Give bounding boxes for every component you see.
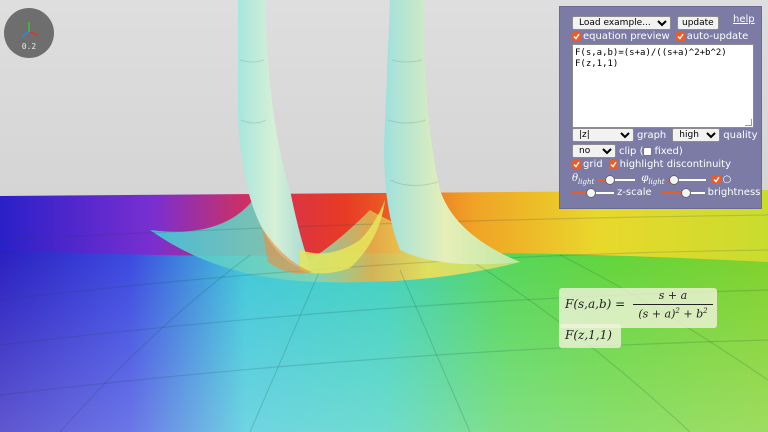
phi-light-slider[interactable]: [667, 174, 706, 185]
formula-lhs: F(s,a,b) =: [565, 297, 626, 311]
theta-light-label: θlight: [572, 173, 595, 186]
graph-select[interactable]: |z|: [572, 128, 634, 142]
axes-icon: [21, 22, 39, 37]
equation-preview-checkbox[interactable]: [572, 32, 581, 41]
highlight-discontinuity-checkbox[interactable]: [608, 160, 618, 169]
formula-numerator: s + a: [658, 289, 688, 302]
brightness-slider[interactable]: [660, 187, 705, 198]
axes-gizmo[interactable]: 0.2: [4, 8, 54, 58]
brightness-label: brightness: [707, 187, 761, 198]
function-call-preview: F(z,1,1): [559, 324, 621, 348]
graph-label: graph: [637, 129, 667, 141]
update-button[interactable]: update: [677, 16, 719, 30]
grid-checkbox[interactable]: [572, 160, 581, 169]
phi-light-label: φlight: [641, 173, 665, 186]
circle-label: ○: [722, 174, 732, 185]
code-line-2: F(z,1,1): [575, 59, 619, 69]
control-panel: Load example... update help equation pre…: [559, 6, 762, 209]
formula-denominator: (s + a)2 + b2: [638, 307, 708, 321]
equation-preview: F(s,a,b) = s + a (s + a)2 + b2: [559, 288, 717, 328]
equation-preview-label: equation preview: [583, 31, 670, 42]
zscale-slider[interactable]: [572, 187, 614, 198]
zoom-readout: 0.2: [21, 42, 37, 51]
resize-grip-icon[interactable]: [745, 119, 752, 126]
quality-label: quality: [723, 129, 758, 141]
code-line-1: F(s,a,b)=(s+a)/((s+a)^2+b^2): [575, 48, 727, 58]
circle-checkbox[interactable]: [711, 175, 721, 184]
example-select[interactable]: Load example...: [572, 16, 671, 30]
equation-editor[interactable]: F(s,a,b)=(s+a)/((s+a)^2+b^2) F(z,1,1): [572, 44, 754, 128]
fixed-checkbox[interactable]: [643, 146, 653, 156]
auto-update-checkbox[interactable]: [675, 32, 685, 41]
quality-select[interactable]: high: [672, 128, 721, 142]
clip-select[interactable]: no: [572, 144, 616, 158]
zscale-label: z-scale: [617, 187, 652, 198]
help-link[interactable]: help: [733, 14, 755, 25]
grid-label: grid: [583, 159, 603, 170]
auto-update-label: auto-update: [686, 31, 749, 42]
theta-light-slider[interactable]: [597, 174, 636, 185]
fixed-label: fixed): [654, 145, 683, 157]
clip-label: clip (: [619, 145, 644, 157]
highlight-discontinuity-label: highlight discontinuity: [619, 159, 732, 170]
